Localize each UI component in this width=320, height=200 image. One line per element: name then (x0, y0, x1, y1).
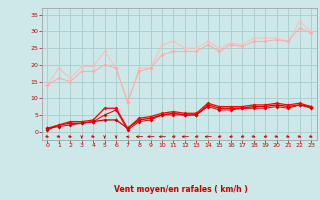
Text: Vent moyen/en rafales ( km/h ): Vent moyen/en rafales ( km/h ) (114, 185, 248, 194)
